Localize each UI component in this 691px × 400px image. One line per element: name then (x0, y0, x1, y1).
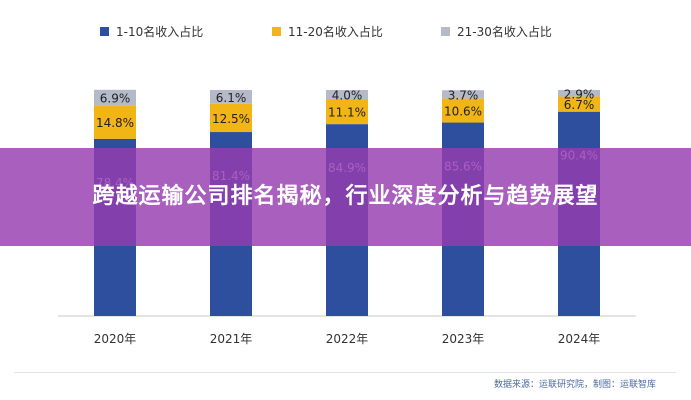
data-label-2-2020年: 14.8% (96, 116, 134, 130)
data-label-3-2021年: 6.1% (216, 91, 247, 105)
x-tick-label: 2022年 (326, 332, 369, 346)
bar-3-2023年 (442, 90, 484, 99)
article-title: 跨越运输公司排名揭秘，行业深度分析与趋势展望 (92, 184, 599, 209)
bar-3-2022年 (326, 90, 368, 100)
data-label-2-2023年: 10.6% (444, 105, 482, 119)
legend-label-3: 21-30名收入占比 (457, 24, 552, 39)
bar-3-2024年 (558, 90, 600, 97)
data-label-2-2024年: 6.7% (564, 98, 595, 112)
x-tick-label: 2024年 (558, 332, 601, 346)
bar-3-2020年 (94, 89, 136, 106)
legend-swatch-2 (272, 27, 281, 36)
data-label-3-2020年: 6.9% (100, 92, 131, 106)
bar-2-2023年 (442, 98, 484, 123)
legend-label-2: 11-20名收入占比 (288, 24, 383, 39)
source-note: 数据来源：运联研究院，制图：运联智库 (494, 380, 657, 390)
bar-2-2021年 (210, 103, 252, 133)
legend-swatch-1 (100, 27, 109, 36)
footer-divider (14, 372, 676, 373)
x-tick-label: 2021年 (210, 332, 253, 346)
legend-swatch-3 (441, 27, 450, 36)
bar-3-2021年 (210, 90, 252, 104)
bar-2-2020年 (94, 105, 136, 139)
data-label-3-2024年: 2.9% (564, 87, 595, 101)
data-label-2-2021年: 12.5% (212, 112, 250, 126)
data-label-2-2022年: 11.1% (328, 106, 366, 120)
legend-label-1: 1-10名收入占比 (116, 24, 203, 39)
data-label-3-2022年: 4.0% (332, 89, 363, 103)
x-tick-label: 2023年 (442, 332, 485, 346)
data-label-3-2023年: 3.7% (448, 88, 479, 102)
x-tick-label: 2020年 (94, 332, 137, 346)
bar-2-2024年 (558, 96, 600, 112)
title-banner: 跨越运输公司排名揭秘，行业深度分析与趋势展望 (0, 148, 691, 246)
bar-2-2022年 (326, 99, 368, 125)
